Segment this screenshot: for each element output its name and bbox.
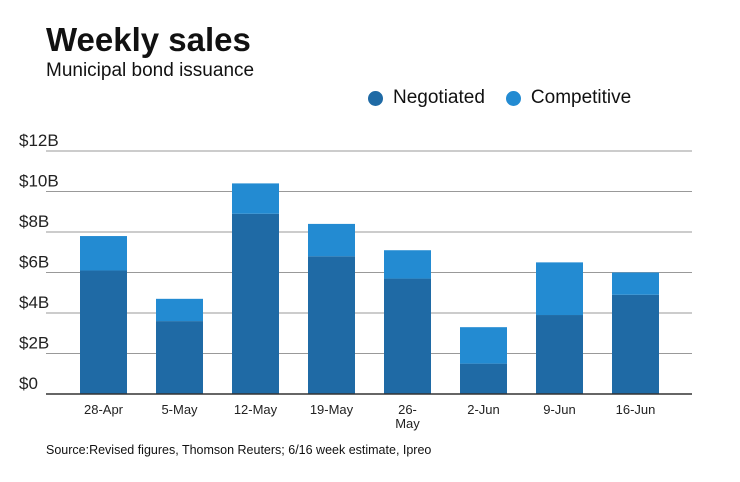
bar-negotiated [536,315,583,394]
legend-label-negotiated: Negotiated [393,87,485,108]
y-tick-label: $6B [19,253,49,272]
y-tick-label: $2B [19,334,49,353]
bar-competitive [80,236,127,271]
chart-title: Weekly sales [46,21,251,58]
legend-swatch-negotiated [368,90,383,106]
y-tick-label: $4B [19,293,49,312]
bar-negotiated [308,256,355,394]
bar-negotiated [612,294,659,394]
x-tick-label: 2-Jun [467,402,500,417]
bar-competitive [232,183,279,214]
source-note: Source:Revised figures, Thomson Reuters;… [46,443,432,457]
x-tick-label: 12-May [234,402,278,417]
chart-subtitle: Municipal bond issuance [46,60,255,81]
bar-competitive [384,250,431,279]
x-tick-label: 28-Apr [84,402,124,417]
bar-competitive [612,272,659,295]
y-tick-label: $0 [19,374,38,393]
bar-negotiated [156,321,203,394]
y-tick-label: $10B [19,172,59,191]
legend-item-negotiated: Negotiated [368,86,485,110]
x-tick-label: 5-May [161,402,198,417]
bar-competitive [156,298,203,322]
bar-negotiated [232,213,279,394]
bar-negotiated [460,363,507,394]
legend-label-competitive: Competitive [530,87,632,108]
x-tick-label: 9-Jun [543,402,576,417]
bar-competitive [536,262,583,316]
x-tick-label: 19-May [310,402,354,417]
y-tick-label: $8B [19,212,49,231]
bar-competitive [308,223,355,257]
y-tick-label: $12B [19,131,59,150]
legend-item-competitive: Competitive [505,86,632,110]
bar-negotiated [384,278,431,394]
legend: Negotiated Competitive [368,86,652,110]
bar-negotiated [80,270,127,394]
x-tick-label: 16-Jun [616,402,656,417]
bar-competitive [460,327,507,364]
x-tick-label: 26-May [395,402,420,431]
legend-swatch-competitive [505,90,521,106]
